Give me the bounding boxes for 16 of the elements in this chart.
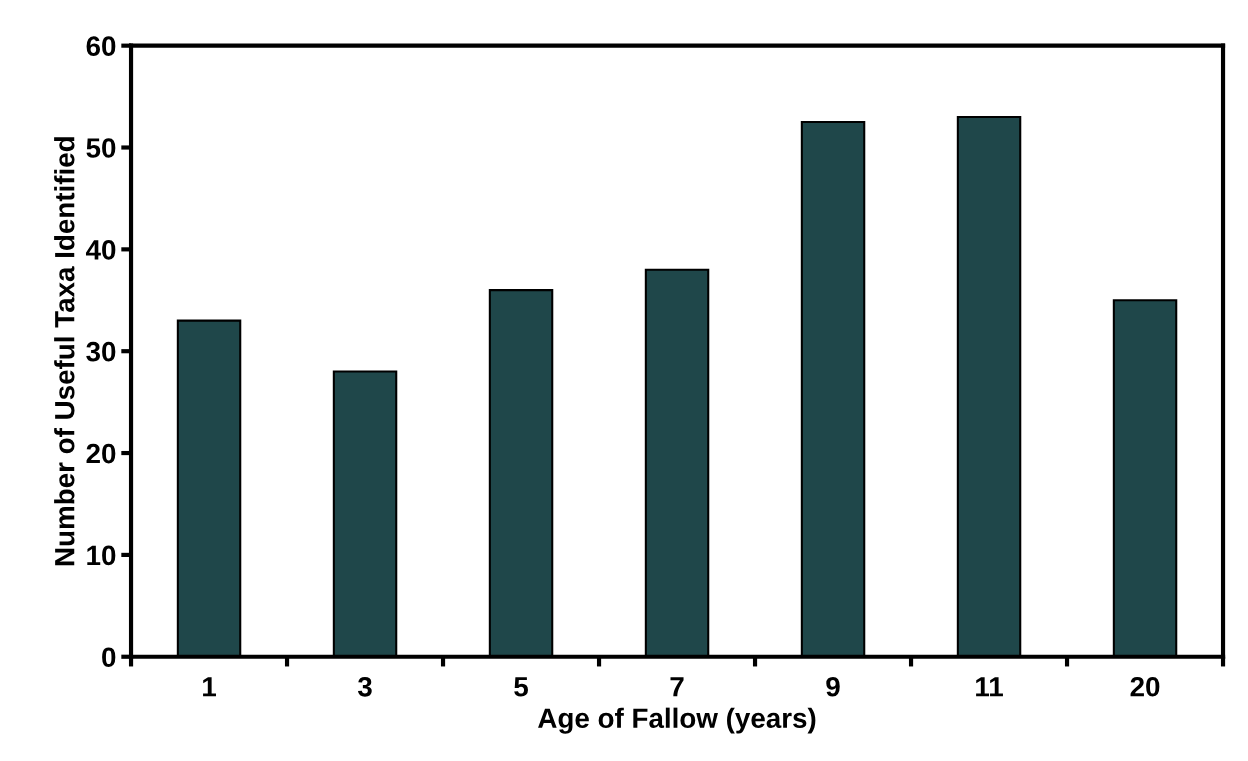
y-tick-label: 30 xyxy=(86,341,116,362)
x-tick-label: 3 xyxy=(357,676,372,697)
x-tick-label: 7 xyxy=(670,677,684,697)
y-tick-label: 10 xyxy=(87,545,116,566)
y-tick-label: 40 xyxy=(85,240,116,260)
x-tick-label: 1 xyxy=(203,677,216,697)
y-tick-label: 60 xyxy=(86,36,116,56)
x-tick-label: 20 xyxy=(1130,676,1160,697)
y-axis-title: Number of Useful Taxa Identified xyxy=(54,137,75,566)
y-tick-label: 50 xyxy=(86,138,116,158)
y-tick-label: 20 xyxy=(86,443,116,464)
x-axis-title: Age of Fallow (years) xyxy=(538,707,816,734)
x-tick-label: 5 xyxy=(514,677,528,697)
x-tick-label: 11 xyxy=(976,677,1003,697)
x-tick-label: 9 xyxy=(826,676,840,697)
y-tick-label: 0 xyxy=(102,647,116,668)
